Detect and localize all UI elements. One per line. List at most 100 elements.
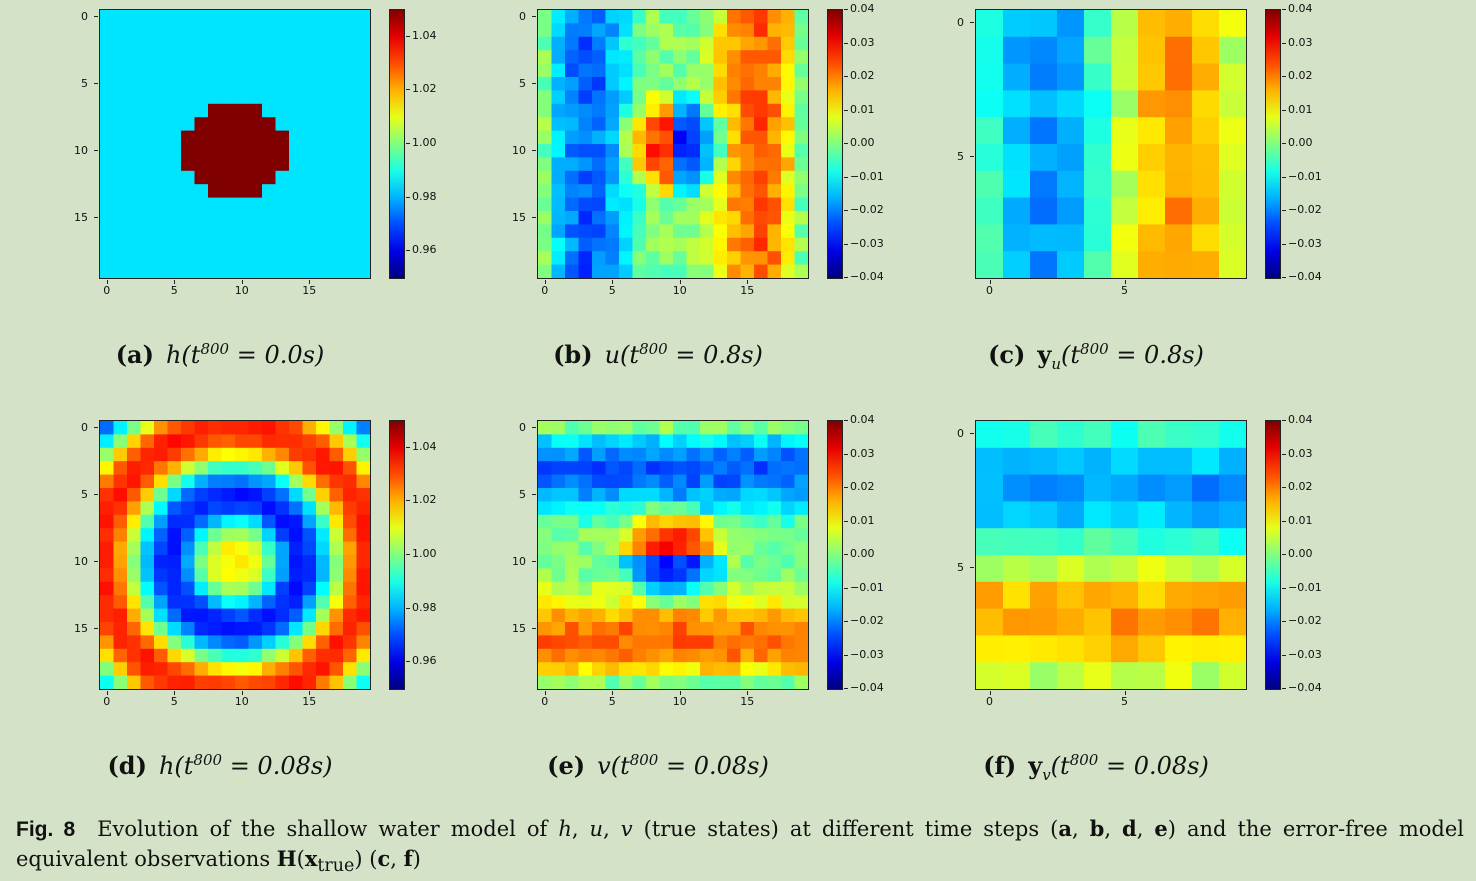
heat-cell [289,264,304,278]
heat-cell [343,170,358,185]
heat-cell [113,184,128,199]
heat-cell [551,514,566,529]
heat-cell [686,635,701,650]
heat-cell [235,528,250,543]
heat-cell [140,10,155,24]
heat-cell [646,157,661,172]
heat-cell [289,648,304,663]
heat-cell [700,555,715,569]
heat-cell [100,264,115,278]
heat-cell [329,501,344,516]
heat-cell [1192,474,1220,502]
panel-label: (a) [115,340,154,369]
heat-cell [181,251,196,266]
heat-cell [154,421,169,435]
panel-label: (b) [553,340,593,369]
heat-cell [1084,63,1112,91]
heat-cell [181,237,196,252]
heat-cell [329,184,344,199]
heat-cell [632,77,647,91]
heat-cell [329,474,344,489]
heat-cell [208,224,223,239]
panel-time-open: (t [174,752,194,780]
heat-cell [208,648,223,663]
heat-cell [127,675,142,689]
heat-cell [565,461,580,476]
heat-cell [302,211,317,225]
heat-cell [194,555,209,569]
heat-cell [551,237,566,252]
heat-cell [1111,197,1139,225]
heat-cell [275,421,290,435]
heat-cell [754,184,769,199]
heat-cell [194,568,209,583]
heat-cell [316,581,331,596]
panel-time-step: 800 [629,751,659,769]
heat-cell [329,635,344,650]
heat-cell [248,514,263,529]
heat-cell [343,36,358,51]
heat-cell [673,662,688,677]
heat-cell [1030,10,1058,38]
heat-cell [727,103,742,118]
heat-cell [1084,581,1112,610]
heat-cell [619,595,634,610]
heat-cell [127,528,142,543]
heat-cell [565,635,580,650]
heat-cell [727,211,742,225]
colorbar-b [827,9,843,279]
heat-cell [262,264,277,278]
heat-cell [767,447,782,462]
heat-cell [578,568,593,583]
heat-cell [235,488,250,502]
heat-cell [659,501,674,516]
heat-cell [248,461,263,476]
heat-cell [356,434,370,449]
heat-cell [194,264,209,278]
heat-cell [208,130,223,145]
heat-cell [619,434,634,449]
heat-cell [727,130,742,145]
heat-cell [686,541,701,556]
heat-cell [356,662,370,677]
caption-paren: ) [412,847,421,871]
heat-cell [127,434,142,449]
heat-cell [356,608,370,623]
heat-cell [740,581,755,596]
heat-cell [140,447,155,462]
heat-cell [356,90,370,105]
heat-cell [194,36,209,51]
heat-cell [713,103,728,118]
heat-cell [727,461,742,476]
heat-cell [167,474,182,489]
heat-cell [356,622,370,636]
heat-cell [316,90,331,105]
heat-cell [740,568,755,583]
heat-cell [248,421,263,435]
heat-cell [302,434,317,449]
heat-cell [551,130,566,145]
heat-cell [619,568,634,583]
heat-cell [343,421,358,435]
heat-cell [221,90,236,105]
heat-cell [646,251,661,266]
heat-cell [781,447,796,462]
heat-cell [140,608,155,623]
heat-cell [248,50,263,65]
heat-cell [208,50,223,65]
colorbar-tick-label: 0.02 [844,480,875,493]
heat-cell [343,595,358,610]
heat-cell [302,251,317,266]
heat-cell [316,264,331,278]
heat-cell [767,581,782,596]
heat-cell [208,501,223,516]
heat-cell [316,170,331,185]
heat-cell [619,648,634,663]
heat-cell [727,264,742,278]
panel-time-step: 800 [639,340,668,358]
heat-cell [140,568,155,583]
heat-cell [538,237,553,252]
heat-cell [127,648,142,663]
heat-cell [538,23,553,38]
heat-cell [578,488,593,502]
